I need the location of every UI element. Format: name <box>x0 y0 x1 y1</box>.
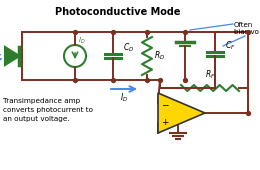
Text: $I_D$: $I_D$ <box>120 91 128 104</box>
Text: Transimpedance amp
converts photocurrent to
an output voltage.: Transimpedance amp converts photocurrent… <box>3 98 93 122</box>
Text: Often
bias vo: Often bias vo <box>234 22 259 35</box>
Polygon shape <box>5 47 20 65</box>
Text: $C_F$: $C_F$ <box>225 40 236 52</box>
Text: $I_D$: $I_D$ <box>78 36 86 46</box>
Text: $R_D$: $R_D$ <box>154 50 165 62</box>
Text: Photoconductive Mode: Photoconductive Mode <box>55 7 181 17</box>
Polygon shape <box>158 93 205 133</box>
Text: $+$: $+$ <box>161 117 169 127</box>
Text: $C_D$: $C_D$ <box>123 42 134 54</box>
Text: $-$: $-$ <box>161 99 169 108</box>
Text: $R_F$: $R_F$ <box>205 69 215 81</box>
